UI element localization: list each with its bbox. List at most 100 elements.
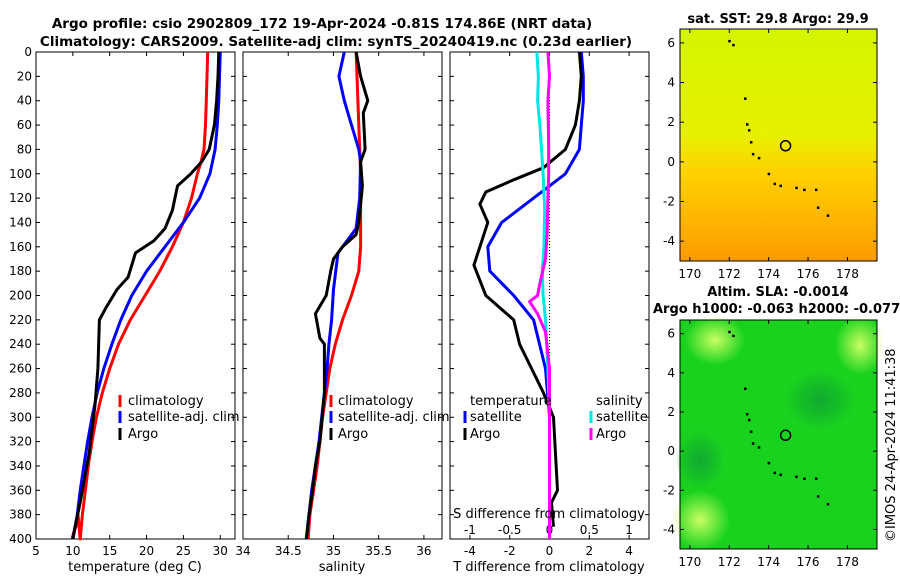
sla-argo-position-marker [779,429,792,442]
series-line-argo [71,51,221,540]
temperature-plot-frame [35,51,236,540]
legend-label-temp-argo: Argo [470,427,500,442]
lat-tick-label: 0 [667,155,675,169]
legend-label-satellite: satellite-adj. clim [128,410,240,425]
temperature-x-label: temperature (deg C) [68,560,202,575]
x-tick-label: 35 [326,544,341,558]
salinity-depth-ticks [243,51,442,540]
depth-tick-label: 140 [9,215,32,229]
lat-tick-label: 2 [667,115,675,129]
lat-tick-label: -2 [663,195,675,209]
lat-tick-label: 4 [667,366,675,380]
island-dot [744,387,747,391]
legend-label-satellite: satellite-adj. clim [338,410,450,425]
salinity-legend: climatology satellite-adj. clim Argo [329,394,450,442]
series-line-salinity-argo [528,51,551,539]
island-dot [795,475,798,479]
lon-tick-label: 174 [757,555,780,569]
island-dot [826,502,830,506]
depth-tick-label: 100 [9,167,32,181]
temperature-lines [70,51,222,541]
island-dot [757,446,761,449]
legend-label-argo: Argo [128,427,158,442]
island-dot [803,188,806,192]
salinity-lines [304,51,370,540]
legend-title-salinity: salinity [596,394,643,409]
island-dot [732,43,735,47]
s-difference-label: S difference from climatology [453,507,645,522]
sla-map-subtitle: Argo h1000: -0.063 h2000: -0.077 [653,302,900,317]
lat-tick-label: -4 [663,522,675,536]
lat-tick-label: 6 [667,327,675,341]
island-dot [773,471,777,475]
island-dot [816,495,820,498]
sst-map-frame [679,28,878,262]
salinity-panel: 34 34.5 35 35.5 36 salinity climatology sate… [235,51,450,575]
sla-high-patch-east [835,315,885,375]
x-tick-label: 20 [139,544,154,558]
depth-tick-label: 180 [9,264,32,278]
legend-label-climatology: climatology [128,394,204,409]
lon-tick-label: 172 [718,267,741,281]
salinity-plot-frame [242,51,443,540]
x-tick-label: 36 [416,544,431,558]
legend-title-temperature: temperature [470,394,552,409]
depth-tick-label: 60 [17,118,32,132]
x-tick-label: 25 [176,544,191,558]
figure-title-line1: Argo profile: csio 2902809_172 19-Apr-20… [52,16,592,32]
depth-tick-label: 80 [17,142,32,156]
difference-depth-ticks [450,51,649,540]
island-dot [773,182,777,186]
lon-tick-label: 174 [757,267,780,281]
timestamp-label: ©IMOS 24-Apr-2024 11:41:38 [884,348,899,542]
x-tick-label: 5 [32,544,40,558]
temperature-panel: 0 20 40 60 80 100 120 140 160 180 200 220 240 260 280 3… [9,45,240,575]
legend-label-temp-satellite: satellite [470,410,522,425]
island-dot [814,188,818,192]
island-dot [744,97,747,100]
s-tick-label: -1 [464,523,476,537]
island-dot [747,129,751,132]
figure-title-line2: Climatology: CARS2009. Satellite-adj cli… [40,34,632,50]
x-tick-label: 2 [585,544,593,558]
sla-map-title: Altim. SLA: -0.0014 [707,285,848,300]
sst-heatmap [680,29,877,261]
lat-tick-label: -2 [663,483,675,497]
series-line-argo [304,51,370,540]
depth-tick-label: 220 [9,313,32,327]
x-tick-label: 4 [625,544,633,558]
lon-tick-label: 170 [678,555,701,569]
lat-tick-label: -4 [663,234,675,248]
lon-tick-label: 176 [797,267,820,281]
sst-map-title: sat. SST: 29.8 Argo: 29.9 [687,12,868,27]
difference-lines [472,51,585,539]
lon-tick-label: 178 [836,267,859,281]
island-dot [767,172,771,176]
depth-tick-label: 240 [9,337,32,351]
series-line-satellite-adj-clim [71,51,222,540]
island-dot [728,39,731,43]
island-dot [751,442,755,445]
lon-tick-label: 176 [797,555,820,569]
island-dot [728,330,731,334]
sla-low-patch-west [675,430,725,490]
island-dot [747,418,751,422]
x-tick-label: -4 [464,544,476,558]
island-dot [745,123,749,126]
sla-low-patch [785,370,855,430]
island-dot [816,206,820,209]
sst-argo-position-marker [779,140,792,152]
sla-latitude-ticks: 6 4 2 0 -2 -4 [663,327,877,536]
depth-tick-label: 20 [17,69,32,83]
depth-tick-label: 380 [9,508,32,522]
lat-tick-label: 2 [667,405,675,419]
island-dot [732,334,735,338]
sla-map-frame [679,319,878,550]
island-dot [779,184,782,188]
sla-map-panel: Altim. SLA: -0.0014 Argo h1000: -0.063 h… [653,285,900,569]
sla-longitude-ticks: 170 172 174 176 178 [678,320,859,569]
depth-tick-label: 200 [9,289,32,303]
island-dot [749,141,753,144]
salinity-x-label: salinity [319,560,366,575]
temperature-legend: climatology satellite-adj. clim Argo [118,394,240,442]
